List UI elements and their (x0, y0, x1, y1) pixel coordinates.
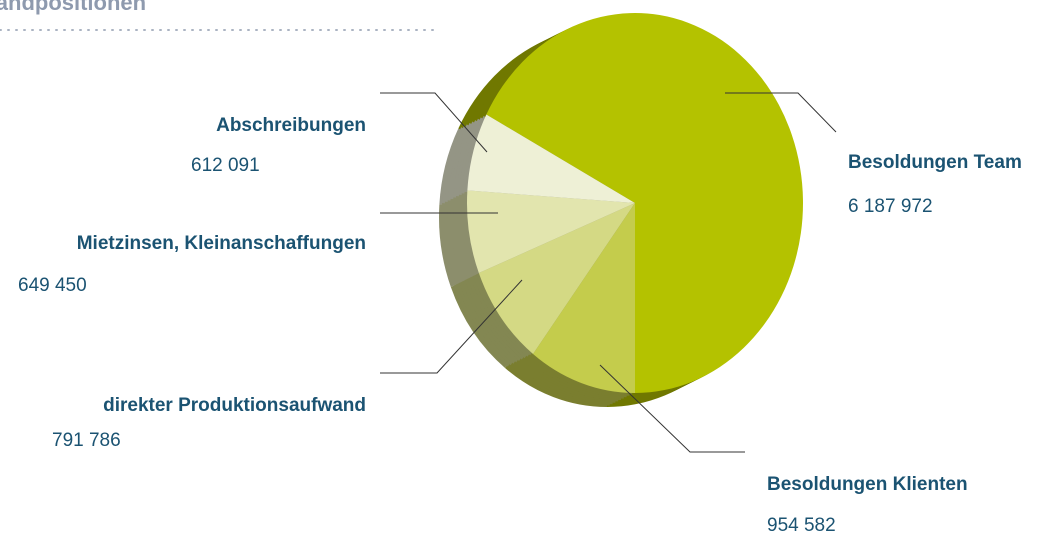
chart-title: Aufwandpositionen (0, 0, 146, 15)
slice (486, 13, 803, 393)
category-label: Mietzinsen, Kleinanschaffungen (77, 233, 366, 254)
category-label: Besoldungen Team (848, 152, 1022, 173)
value-label: 954 582 (767, 515, 836, 536)
value-label: 6 187 972 (848, 196, 933, 217)
slice (533, 203, 635, 393)
leader-line (599, 364, 745, 453)
value-label: 612 091 (191, 155, 260, 176)
leader-line (380, 279, 523, 374)
pie (439, 13, 803, 407)
slice (467, 114, 635, 203)
leader-line (725, 92, 837, 133)
category-label: Besoldungen Klienten (767, 474, 968, 495)
slice (467, 190, 635, 274)
value-label: 791 786 (52, 430, 121, 451)
category-label: Abschreibungen (216, 115, 366, 136)
category-label: direkter Produktionsaufwand (103, 395, 366, 416)
leader-lines (380, 92, 837, 453)
slice (478, 203, 635, 354)
leader-line (380, 92, 488, 153)
value-label: 649 450 (18, 275, 87, 296)
